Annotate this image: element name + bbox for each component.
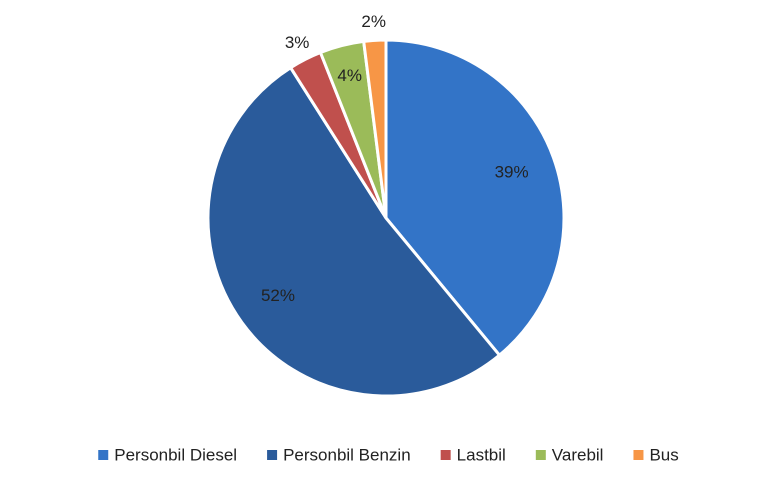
- pie-slice: [384, 38, 566, 358]
- legend-swatch: [440, 450, 451, 460]
- legend-swatch: [633, 450, 644, 460]
- pie-slice: [362, 38, 388, 219]
- legend-label: Personbil Diesel: [114, 445, 237, 464]
- pie-slice: [206, 65, 502, 398]
- legend-label: Personbil Benzin: [283, 445, 411, 464]
- legend-label: Bus: [649, 445, 678, 464]
- legend-swatch: [98, 450, 109, 460]
- data-label: 3%: [285, 33, 310, 52]
- data-label: 39%: [495, 162, 529, 181]
- legend-swatch: [267, 450, 278, 460]
- legend-label: Lastbil: [457, 445, 506, 464]
- data-label: 52%: [261, 286, 295, 305]
- data-label: 2%: [361, 12, 386, 31]
- data-label: 4%: [337, 66, 362, 85]
- legend-label: Varebil: [552, 445, 604, 464]
- legend-swatch: [535, 450, 546, 460]
